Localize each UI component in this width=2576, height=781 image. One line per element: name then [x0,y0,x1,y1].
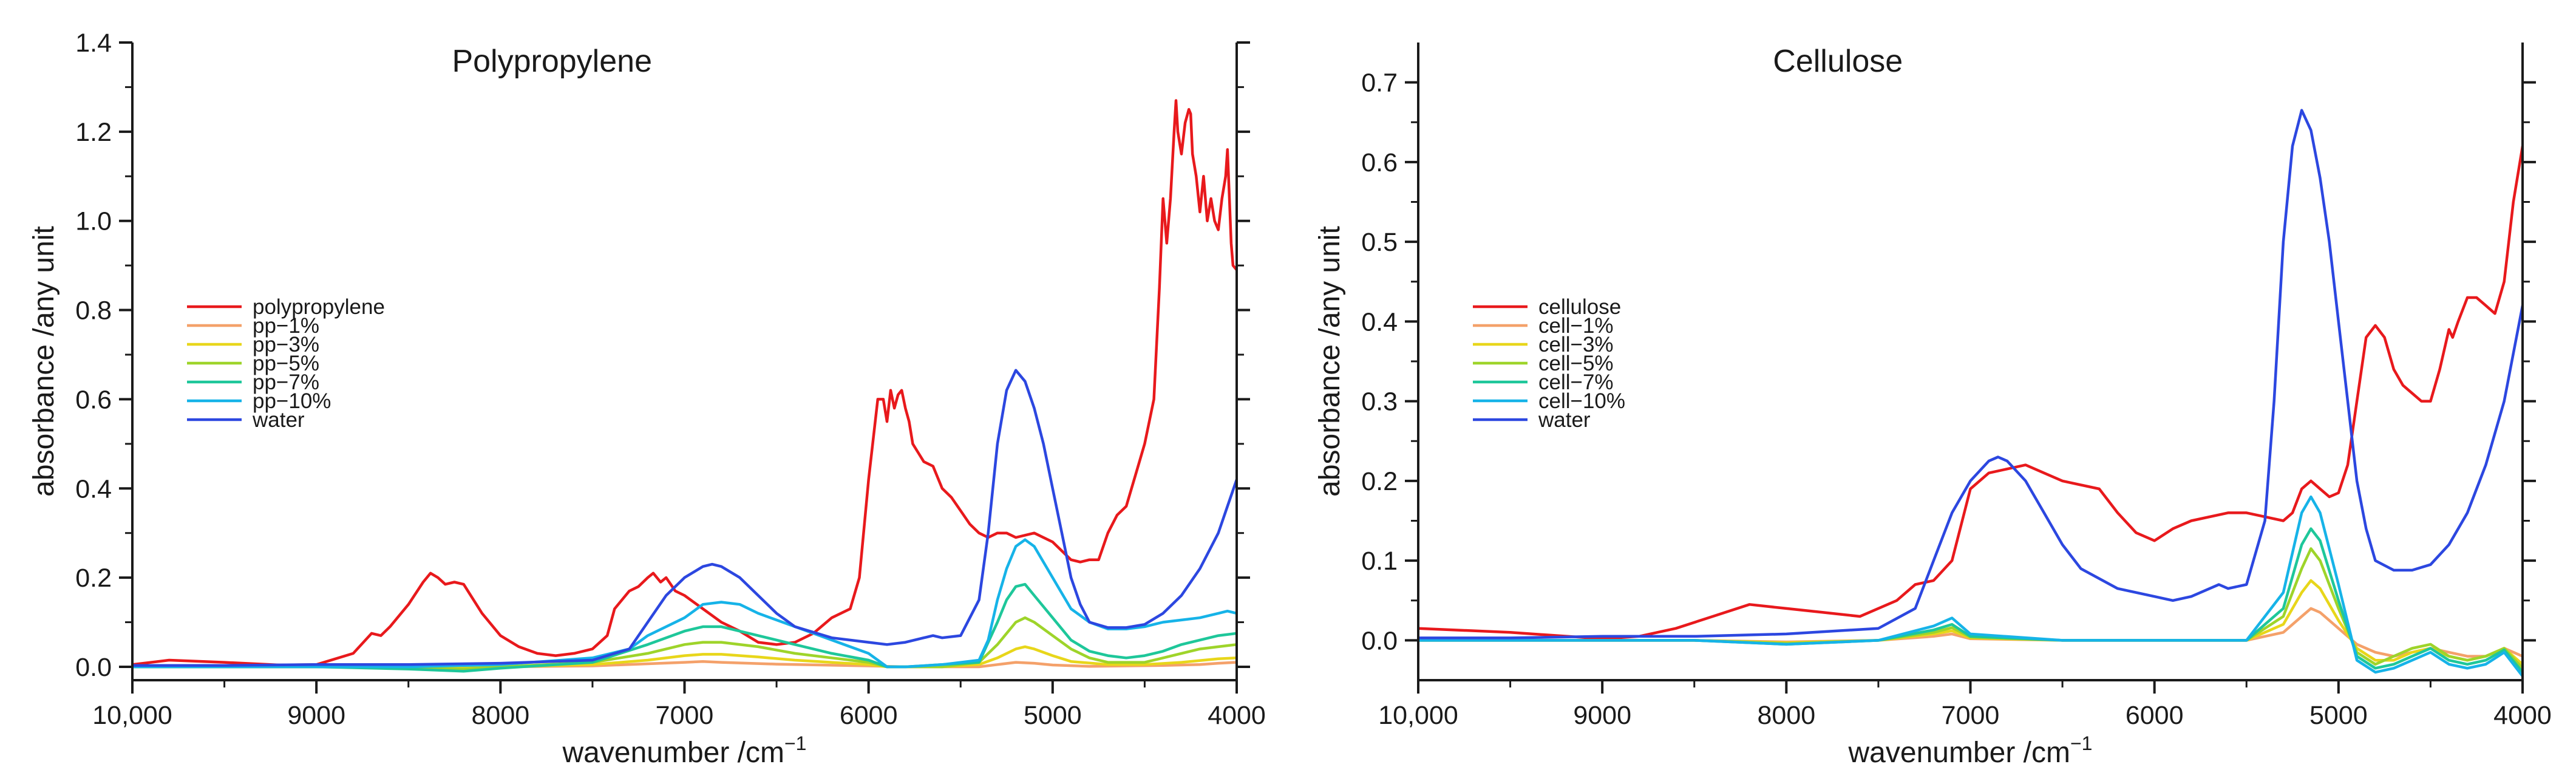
x-axis-title-sup: −1 [2070,732,2092,754]
series-line-6 [132,369,1237,667]
x-axis-title-main: wavenumber /cm [562,737,784,769]
y-tick-label: 0.1 [1361,547,1398,576]
chart-panel-2: 10,000 9000 8000 7000 6000 5000 4000 0.0 0.1 0.2 0… [1314,43,2552,769]
x-tick-label: 10,000 [92,701,172,730]
chart-panel-1: 10,000 9000 8000 7000 6000 5000 4000 0.0 0.2 0.4 0… [28,29,1266,769]
legend-label: cell−10% [1538,389,1625,413]
y-tick-label: 0.0 [75,653,112,682]
x-tick-label: 7000 [1942,701,2000,730]
legend-label: polypropylene [253,295,385,319]
x-tick-label: 8000 [1757,701,1815,730]
x-axis-title-sup: −1 [784,732,806,754]
x-tick-label: 4000 [2493,701,2552,730]
legend-label: cell−3% [1538,333,1614,356]
series-line-3 [132,616,1237,670]
x-axis-title: wavenumber /cm−1 [562,732,807,769]
legend-label: cell−5% [1538,352,1614,375]
legend-label: pp−3% [253,333,319,356]
x-tick-label: 5000 [1024,701,1082,730]
x-tick-label: 8000 [471,701,529,730]
legend-label: pp−1% [253,314,319,338]
legend-label: pp−10% [253,389,331,413]
chart-title: Polypropylene [452,44,652,79]
y-tick-label: 0.5 [1361,228,1398,257]
x-tick-label: 10,000 [1378,701,1458,730]
series-group [132,99,1237,673]
legend: cellulosecell−1%cell−3%cell−5%cell−7%cel… [1473,295,1625,432]
series-line-5 [132,538,1237,669]
x-tick-label: 4000 [1208,701,1266,730]
legend-label: pp−7% [253,370,319,394]
y-tick-label: 1.0 [75,207,112,236]
y-tick-label: 0.4 [1361,307,1398,336]
x-tick-label: 9000 [287,701,345,730]
legend-label: cell−1% [1538,314,1614,338]
y-tick-label: 0.6 [1361,148,1398,177]
x-axis-title: wavenumber /cm−1 [1848,732,2093,769]
y-tick-label: 1.2 [75,118,112,147]
y-tick-label: 1.4 [75,29,112,58]
series-line-0 [132,99,1237,667]
y-tick-label: 0.6 [75,385,112,414]
y-axis-title: absorbance /any unit [1314,226,1346,497]
y-tick-label: 0.4 [75,474,112,503]
x-tick-label: 9000 [1573,701,1631,730]
y-tick-label: 0.7 [1361,69,1398,98]
legend-label: water [1538,408,1591,432]
y-tick-label: 0.8 [75,296,112,326]
y-axis-title: absorbance /any unit [28,226,60,497]
legend: polypropylenepp−1%pp−3%pp−5%pp−7%pp−10%w… [187,295,385,432]
series-line-6 [1418,109,2523,639]
y-tick-label: 0.2 [75,564,112,593]
series-group [1418,109,2523,678]
legend-label: water [252,408,305,432]
x-tick-label: 6000 [2126,701,2184,730]
chart-title: Cellulose [1773,44,1903,79]
x-axis-title-main: wavenumber /cm [1848,737,2070,769]
legend-label: cellulose [1538,295,1621,319]
y-tick-label: 0.2 [1361,467,1398,496]
x-tick-label: 5000 [2309,701,2368,730]
x-tick-label: 7000 [656,701,714,730]
legend-label: cell−7% [1538,370,1614,394]
series-line-5 [1418,495,2523,678]
series-line-4 [132,582,1237,673]
series-line-3 [1418,547,2523,670]
x-tick-label: 6000 [840,701,898,730]
legend-label: pp−5% [253,352,319,375]
y-tick-label: 0.3 [1361,387,1398,417]
y-tick-label: 0.0 [1361,626,1398,655]
